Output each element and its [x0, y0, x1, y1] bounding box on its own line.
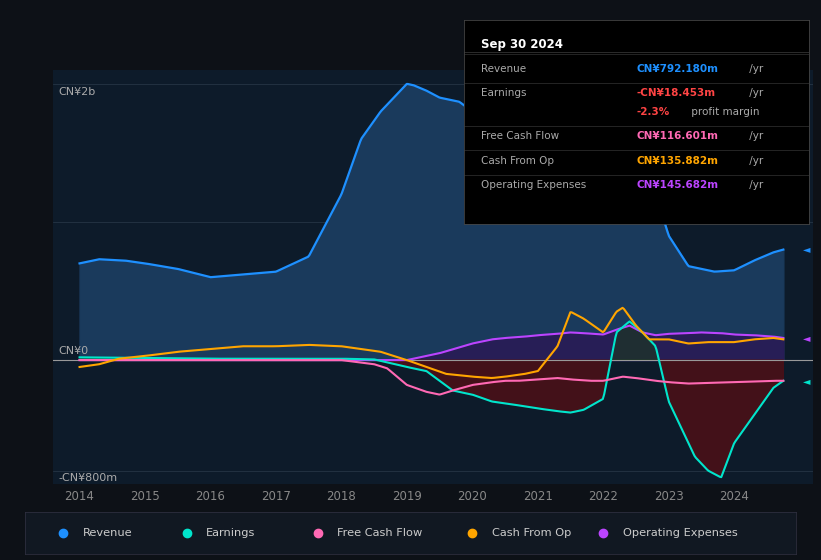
- Text: CN¥135.882m: CN¥135.882m: [636, 156, 718, 166]
- Text: ◄: ◄: [803, 333, 810, 343]
- Text: /yr: /yr: [746, 180, 764, 190]
- Text: ◄: ◄: [803, 245, 810, 255]
- Text: /yr: /yr: [746, 156, 764, 166]
- Text: -CN¥18.453m: -CN¥18.453m: [636, 88, 715, 98]
- Text: Free Cash Flow: Free Cash Flow: [337, 529, 423, 538]
- Text: profit margin: profit margin: [688, 106, 759, 116]
- Text: CN¥116.601m: CN¥116.601m: [636, 131, 718, 141]
- Text: /yr: /yr: [746, 64, 764, 74]
- Text: Cash From Op: Cash From Op: [492, 529, 571, 538]
- Text: CN¥0: CN¥0: [58, 346, 89, 356]
- Text: Operating Expenses: Operating Expenses: [623, 529, 737, 538]
- Text: Cash From Op: Cash From Op: [481, 156, 554, 166]
- Text: /yr: /yr: [746, 131, 764, 141]
- Text: Revenue: Revenue: [481, 64, 526, 74]
- Text: CN¥792.180m: CN¥792.180m: [636, 64, 718, 74]
- Text: -2.3%: -2.3%: [636, 106, 669, 116]
- Text: Revenue: Revenue: [83, 529, 132, 538]
- Text: /yr: /yr: [746, 88, 764, 98]
- Text: Free Cash Flow: Free Cash Flow: [481, 131, 559, 141]
- Text: ◄: ◄: [803, 376, 810, 386]
- Text: Sep 30 2024: Sep 30 2024: [481, 38, 563, 51]
- Text: -CN¥800m: -CN¥800m: [58, 473, 117, 483]
- Text: Earnings: Earnings: [481, 88, 526, 98]
- Text: CN¥145.682m: CN¥145.682m: [636, 180, 718, 190]
- Text: CN¥2b: CN¥2b: [58, 87, 96, 96]
- Text: Earnings: Earnings: [206, 529, 255, 538]
- Text: Operating Expenses: Operating Expenses: [481, 180, 586, 190]
